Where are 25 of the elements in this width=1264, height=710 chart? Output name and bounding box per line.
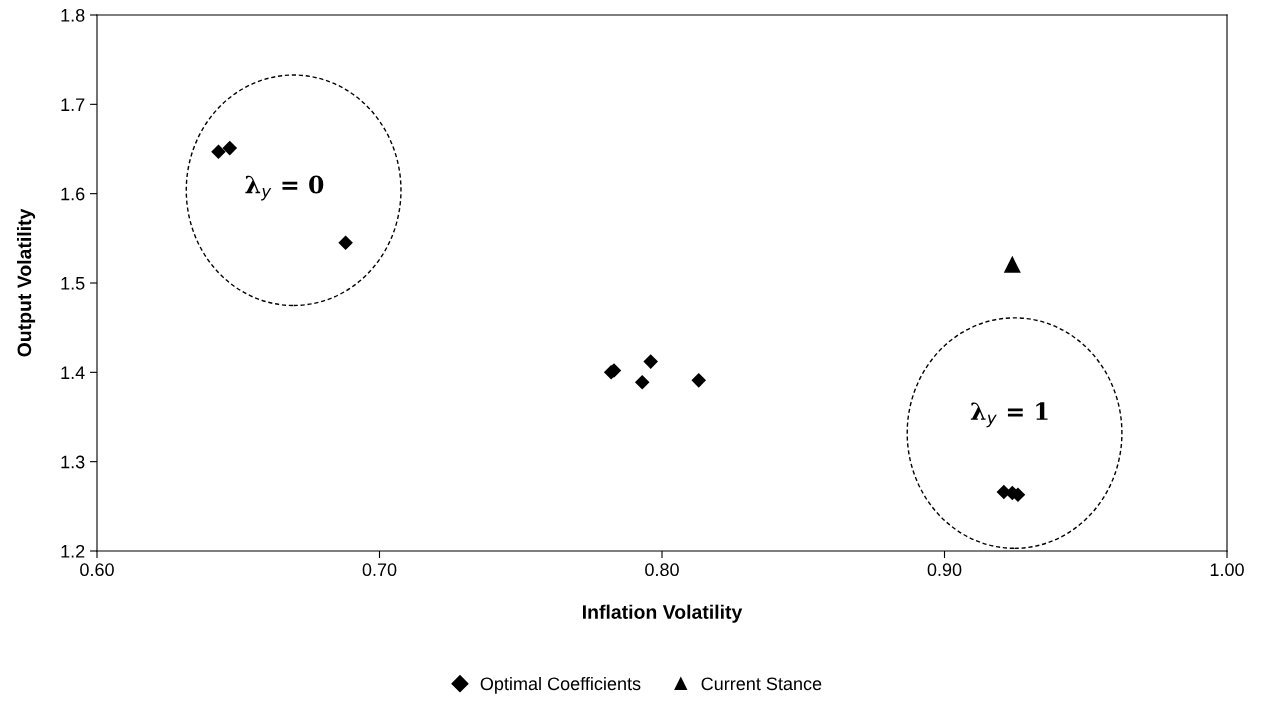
point xyxy=(338,235,353,251)
point xyxy=(1003,255,1021,273)
y-tick-label: 1.2 xyxy=(61,544,85,558)
x-axis-title: Inflation Volatility xyxy=(583,604,743,623)
point xyxy=(211,144,226,159)
y-axis-title: Output Volatility xyxy=(16,208,36,357)
x-tick-label: 1.00 xyxy=(1210,563,1244,577)
y-tick-label: 1.7 xyxy=(61,98,85,111)
legend-label: Optimal Coefficients xyxy=(480,676,641,694)
point xyxy=(691,373,707,388)
y-tick-label: 1.6 xyxy=(61,187,85,201)
point xyxy=(222,140,238,156)
x-tick-label: 0.80 xyxy=(645,563,679,577)
point xyxy=(634,374,650,390)
y-tick-label: 1.5 xyxy=(61,277,85,290)
x-tick-label: 0.90 xyxy=(927,563,962,577)
point xyxy=(643,354,658,369)
y-tick-label: 1.4 xyxy=(61,366,85,379)
x-tick-label: 0.70 xyxy=(362,563,397,577)
annotation: λ$_{y}$ = 0 xyxy=(245,175,324,201)
y-tick-label: 1.3 xyxy=(61,455,85,469)
legend-label: Current Stance xyxy=(701,677,822,691)
y-tick-label: 1.8 xyxy=(61,8,85,22)
x-tick-label: 0.60 xyxy=(80,563,114,577)
annotation: λ$_{y}$ = 1 xyxy=(970,402,1048,428)
